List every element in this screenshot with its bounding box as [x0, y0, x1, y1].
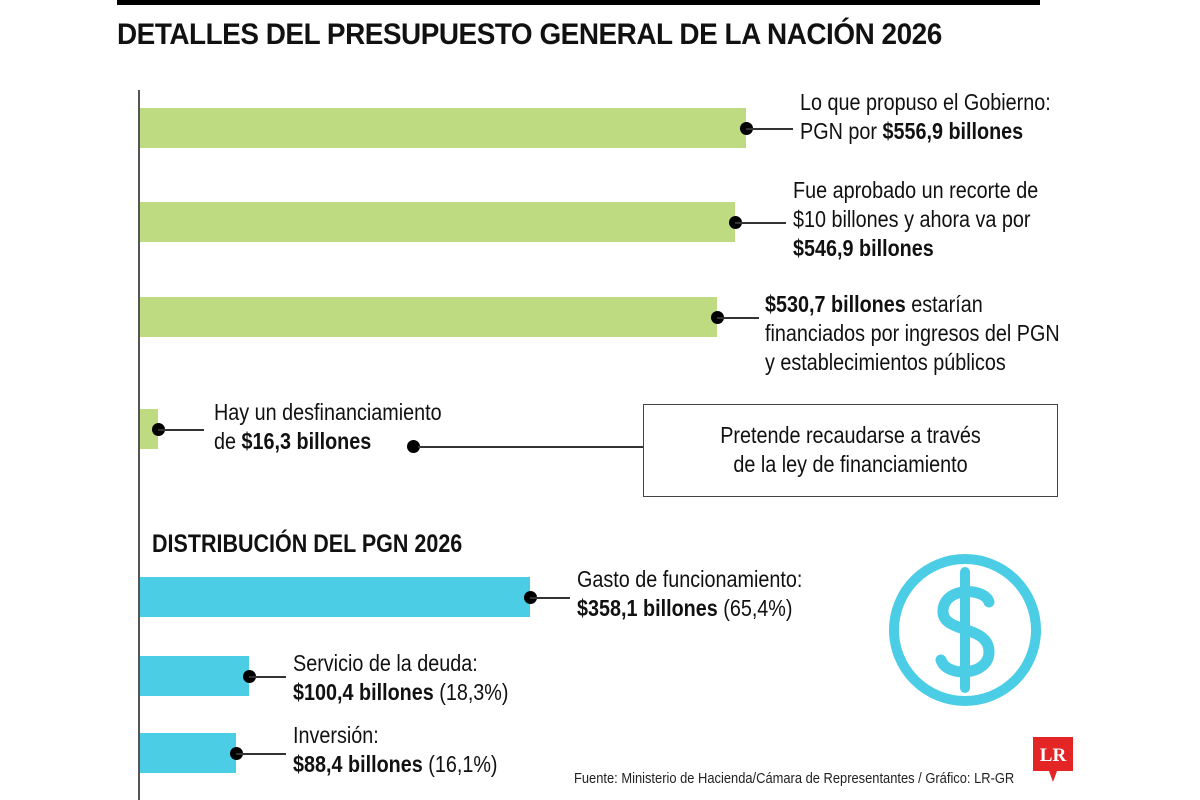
- annotation-line: $100,4 billones (18,3%): [293, 678, 508, 707]
- annotation-line: $88,4 billones (16,1%): [293, 750, 498, 779]
- annotation-value: $556,9 billones: [882, 118, 1024, 144]
- bar-deuda: [140, 656, 250, 696]
- callout-text: Pretende recaudarse a través de la ley d…: [673, 421, 1028, 479]
- callout-dot: [407, 440, 420, 453]
- annotation-financiado: $530,7 billones estarían financiados por…: [765, 290, 1060, 377]
- annotation-line: $546,9 billones: [793, 234, 1038, 263]
- annotation-line: Inversión:: [293, 722, 379, 748]
- annotation-line: Fue aprobado un recorte de: [793, 177, 1039, 203]
- bar-propuesta: [140, 108, 746, 148]
- annotation-pct: (65,4%): [717, 595, 793, 621]
- leader-line: [157, 429, 204, 431]
- annotation-line: $530,7 billones estarían: [765, 290, 1060, 319]
- annotation-line: $358,1 billones (65,4%): [577, 594, 802, 623]
- leader-line: [735, 222, 786, 224]
- annotation-line: Gasto de funcionamiento:: [577, 566, 803, 592]
- annotation-desfinanciamiento: Hay un desfinanciamiento de $16,3 billon…: [214, 398, 442, 456]
- callout-line-2: de la ley de financiamiento: [733, 451, 968, 477]
- bar-desfinanciamiento: [140, 409, 158, 449]
- bar-aprobado: [140, 202, 736, 242]
- annotation-value: $100,4 billones: [293, 679, 434, 705]
- annotation-value: $358,1 billones: [577, 595, 718, 621]
- annotation-text: PGN por: [800, 118, 883, 144]
- callout-line: [418, 446, 644, 448]
- annotation-line: Servicio de la deuda:: [293, 650, 478, 676]
- annotation-line: Lo que propuso el Gobierno:: [800, 89, 1051, 115]
- annotation-aprobado: Fue aprobado un recorte de $10 billones …: [793, 176, 1038, 263]
- annotation-pct: (18,3%): [433, 679, 509, 705]
- annotation-line: PGN por $556,9 billones: [800, 117, 1051, 146]
- bar-inversion: [140, 733, 237, 773]
- annotation-value: $16,3 billones: [241, 428, 372, 454]
- annotation-line: Hay un desfinanciamiento: [214, 399, 442, 425]
- annotation-funcionamiento: Gasto de funcionamiento: $358,1 billones…: [577, 565, 802, 623]
- leader-line: [746, 128, 793, 130]
- lr-logo: LR: [1033, 737, 1073, 782]
- callout-line-1: Pretende recaudarse a través: [720, 422, 981, 448]
- annotation-pct: (16,1%): [422, 751, 498, 777]
- annotation-line: y establecimientos públicos: [765, 349, 1006, 375]
- annotation-value: $546,9 billones: [793, 235, 934, 261]
- annotation-line: financiados por ingresos del PGN: [765, 320, 1060, 346]
- bar-funcionamiento: [140, 577, 530, 617]
- svg-text:LR: LR: [1040, 745, 1067, 766]
- section-title: DISTRIBUCIÓN DEL PGN 2026: [152, 530, 463, 558]
- callout-box: Pretende recaudarse a través de la ley d…: [643, 404, 1058, 497]
- chart-axis: [138, 90, 140, 800]
- leader-line: [249, 676, 286, 678]
- annotation-text: estarían: [905, 291, 983, 317]
- bar-financiado: [140, 297, 718, 337]
- top-rule: [117, 0, 1040, 5]
- page-title: DETALLES DEL PRESUPUESTO GENERAL DE LA N…: [117, 18, 942, 51]
- annotation-text: de: [214, 428, 242, 454]
- annotation-line: de $16,3 billones: [214, 427, 442, 456]
- annotation-deuda: Servicio de la deuda: $100,4 billones (1…: [293, 649, 508, 707]
- source-note: Fuente: Ministerio de Hacienda/Cámara de…: [574, 770, 1015, 787]
- annotation-inversion: Inversión: $88,4 billones (16,1%): [293, 721, 498, 779]
- leader-line: [529, 597, 570, 599]
- annotation-propuesta: Lo que propuso el Gobierno: PGN por $556…: [800, 88, 1051, 146]
- annotation-value: $88,4 billones: [293, 751, 423, 777]
- annotation-value: $530,7 billones: [765, 291, 906, 317]
- leader-line: [236, 753, 286, 755]
- leader-line: [717, 317, 759, 319]
- annotation-line: $10 billones y ahora va por: [793, 206, 1031, 232]
- dollar-circle-icon: [889, 554, 1041, 706]
